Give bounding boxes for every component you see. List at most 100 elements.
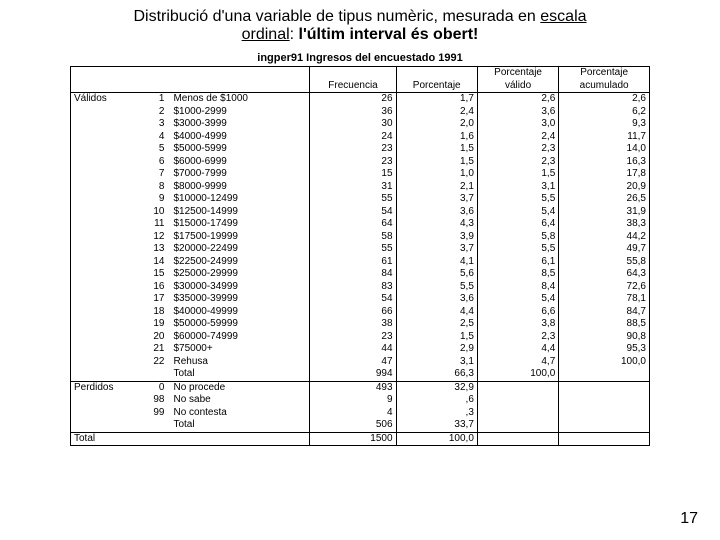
cell: 33,7 <box>396 419 477 432</box>
table-row: 11$15000-17499644,36,438,3 <box>71 218 650 231</box>
cell: 9 <box>310 394 396 407</box>
cell: 2,9 <box>396 343 477 356</box>
table-row: 9$10000-12499553,75,526,5 <box>71 193 650 206</box>
cell: $12500-14999 <box>170 206 310 219</box>
cell: 3,7 <box>396 193 477 206</box>
cell: 3,6 <box>396 206 477 219</box>
cell: 8,5 <box>477 268 558 281</box>
cell <box>71 268 138 281</box>
cell: 8,4 <box>477 281 558 294</box>
table-row-total: Total1500100,0 <box>71 432 650 446</box>
cell: 3,0 <box>477 118 558 131</box>
cell: $30000-34999 <box>170 281 310 294</box>
cell: $25000-29999 <box>170 268 310 281</box>
header-blank <box>71 67 310 93</box>
table-row: 99No contesta4,3 <box>71 407 650 420</box>
cell: 2,6 <box>477 93 558 106</box>
cell: 32,9 <box>396 381 477 394</box>
cell: 3,6 <box>477 106 558 119</box>
cell: 98 <box>138 394 171 407</box>
table-body: Válidos1Menos de $1000261,72,62,62$1000-… <box>71 93 650 446</box>
cell: 5,4 <box>477 293 558 306</box>
cell: 95,3 <box>559 343 650 356</box>
cell: 7 <box>138 168 171 181</box>
cell <box>138 419 171 432</box>
cell: 24 <box>310 131 396 144</box>
table-row: 2$1000-2999362,43,66,2 <box>71 106 650 119</box>
cell: 2,6 <box>559 93 650 106</box>
cell: 4,7 <box>477 356 558 369</box>
cell: 9,3 <box>559 118 650 131</box>
cell: 36 <box>310 106 396 119</box>
cell: $8000-9999 <box>170 181 310 194</box>
cell: 3 <box>138 118 171 131</box>
page-number: 17 <box>680 510 698 528</box>
cell: 1,5 <box>396 156 477 169</box>
cell <box>71 356 138 369</box>
cell <box>71 168 138 181</box>
cell: 1,0 <box>396 168 477 181</box>
title-part1: Distribució d'una variable de tipus numè… <box>133 8 540 25</box>
table-row: 18$40000-49999664,46,684,7 <box>71 306 650 319</box>
cell: $4000-4999 <box>170 131 310 144</box>
cell: 5,4 <box>477 206 558 219</box>
table-row: 14$22500-24999614,16,155,8 <box>71 256 650 269</box>
cell: 1,5 <box>477 168 558 181</box>
cell: 88,5 <box>559 318 650 331</box>
cell: 38 <box>310 318 396 331</box>
cell: 54 <box>310 206 396 219</box>
cell <box>71 131 138 144</box>
cell: 21 <box>138 343 171 356</box>
cell: $50000-59999 <box>170 318 310 331</box>
table-row: 3$3000-3999302,03,09,3 <box>71 118 650 131</box>
cell: 55 <box>310 243 396 256</box>
cell <box>71 181 138 194</box>
cell: 100,0 <box>396 432 477 446</box>
cell: $3000-3999 <box>170 118 310 131</box>
cell: $5000-5999 <box>170 143 310 156</box>
cell: ,6 <box>396 394 477 407</box>
cell: 64,3 <box>559 268 650 281</box>
cell: 1,5 <box>396 331 477 344</box>
cell <box>559 432 650 446</box>
cell <box>138 368 171 381</box>
cell: $20000-22499 <box>170 243 310 256</box>
cell: 12 <box>138 231 171 244</box>
cell: 1,6 <box>396 131 477 144</box>
cell: Menos de $1000 <box>170 93 310 106</box>
cell: 10 <box>138 206 171 219</box>
cell <box>71 331 138 344</box>
table-area: ingper91 Ingresos del encuestado 1991 Fr… <box>70 52 650 446</box>
cell: 6 <box>138 156 171 169</box>
header-pct: Porcentaje <box>396 67 477 93</box>
cell: 64 <box>310 218 396 231</box>
cell <box>71 156 138 169</box>
cell: 2,0 <box>396 118 477 131</box>
cell: 4,3 <box>396 218 477 231</box>
cell: 3,6 <box>396 293 477 306</box>
cell: 4 <box>310 407 396 420</box>
cell: 5,5 <box>477 193 558 206</box>
cell: $6000-6999 <box>170 156 310 169</box>
cell: 2 <box>138 106 171 119</box>
cell <box>559 381 650 394</box>
cell: 4,1 <box>396 256 477 269</box>
cell: 83 <box>310 281 396 294</box>
table-row: Válidos1Menos de $1000261,72,62,6 <box>71 93 650 106</box>
cell: 0 <box>138 381 171 394</box>
cell <box>71 118 138 131</box>
cell: 31,9 <box>559 206 650 219</box>
cell: 16,3 <box>559 156 650 169</box>
table-row: 7$7000-7999151,01,517,8 <box>71 168 650 181</box>
cell: 6,1 <box>477 256 558 269</box>
cell <box>559 407 650 420</box>
title-underline2: ordinal <box>242 26 290 43</box>
cell: Válidos <box>71 93 138 106</box>
title-bold: l'últim interval és obert! <box>299 26 479 43</box>
cell <box>477 381 558 394</box>
cell: 3,7 <box>396 243 477 256</box>
cell: Total <box>170 368 310 381</box>
cell <box>477 419 558 432</box>
cell: Rehusa <box>170 356 310 369</box>
cell <box>71 231 138 244</box>
